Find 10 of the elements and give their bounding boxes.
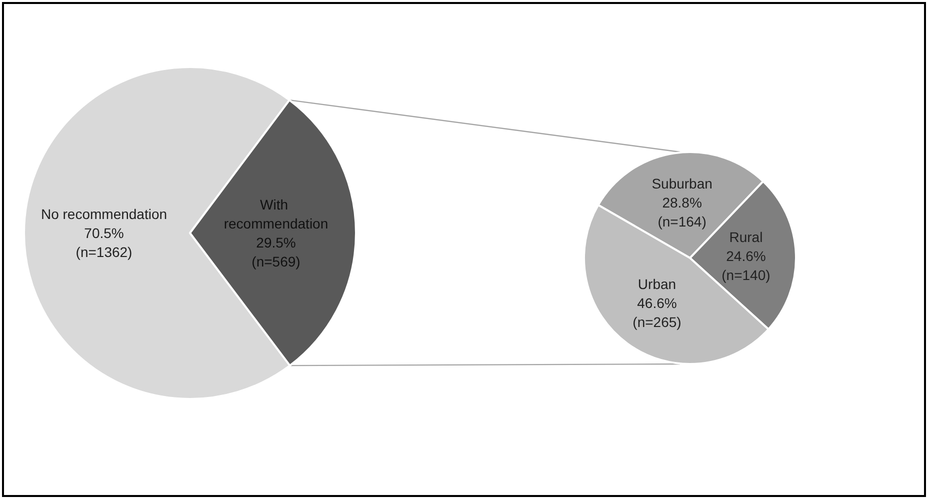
data-label: 28.8% (n=164) (658, 194, 706, 230)
slice-label: With recommendation (224, 196, 328, 232)
data-label: 24.6% (n=140) (722, 248, 770, 284)
data-label: 29.5% (n=569) (252, 234, 300, 270)
slice-label: Rural (729, 229, 763, 246)
slice-label: Suburban (652, 176, 712, 192)
data-label: 46.6% (n=265) (632, 295, 682, 330)
slice-label: No recommendation (40, 206, 168, 222)
slice-label: Urban (638, 276, 676, 292)
data-label: 70.5% (n=1362) (76, 225, 132, 260)
